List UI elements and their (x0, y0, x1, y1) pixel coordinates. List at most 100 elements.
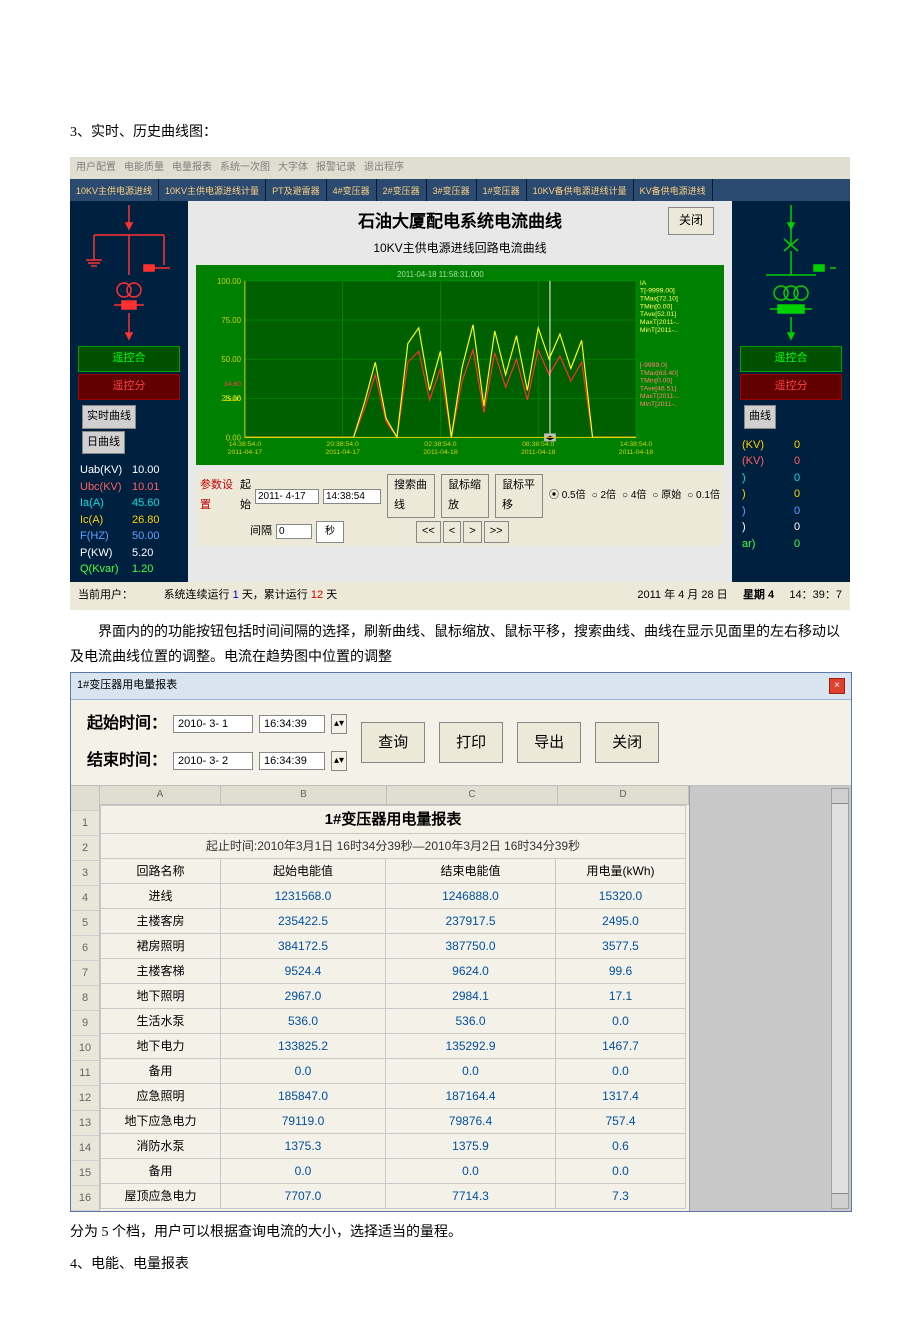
section-4-heading: 4、电能、电量报表 (70, 1252, 850, 1277)
menu-item[interactable]: 报警记录 (316, 162, 356, 173)
svg-text:2011-04-18 11:58:31.000: 2011-04-18 11:58:31.000 (397, 270, 484, 279)
svg-text:2011-04-18: 2011-04-18 (619, 449, 654, 456)
end-time-label: 结束时间： (87, 747, 167, 776)
start-time-field[interactable] (259, 715, 325, 733)
menu-item[interactable]: 系统一次图 (220, 162, 270, 173)
tab[interactable]: 2#变压器 (377, 179, 427, 201)
grid-col-headers: ABCD (100, 786, 689, 805)
tab[interactable]: 10KV主供电源进线计量 (159, 179, 266, 201)
svg-text:2011-04-18: 2011-04-18 (423, 449, 458, 456)
menu-item[interactable]: 电量报表 (172, 162, 212, 173)
report-grid: 12345678910111213141516 ABCD 1#变压器用电量报表起… (71, 785, 851, 1211)
interval-input[interactable] (276, 524, 312, 539)
scale-radio[interactable]: ○ 4倍 (622, 487, 646, 505)
curve-button-r[interactable]: 曲线 (744, 405, 776, 429)
end-date-field[interactable] (173, 752, 253, 770)
spinner-icon[interactable]: ▴▾ (331, 714, 347, 734)
curve-app-window: 用户配置电能质量电量报表系统一次图大字体报警记录退出程序 10KV主供电源进线1… (70, 157, 850, 609)
menu-item[interactable]: 电能质量 (124, 162, 164, 173)
report-window-title: 1#变压器用电量报表 (77, 676, 177, 696)
close-button-2[interactable]: 关闭 (595, 722, 659, 763)
svg-text:TAve[52.01]: TAve[52.01] (640, 311, 676, 318)
tab[interactable]: 4#变压器 (327, 179, 377, 201)
report-app-window: 1#变压器用电量报表 × 起始时间： ▴▾ 结束时间： ▴▾ 查询 打印 (70, 672, 852, 1212)
remote-close-button[interactable]: 遥控合 (78, 346, 180, 372)
svg-text:[-9999.0]: [-9999.0] (640, 362, 667, 369)
end-time-field[interactable] (259, 752, 325, 770)
app1-tabs[interactable]: 10KV主供电源进线10KV主供电源进线计量PT及避雷器4#变压器2#变压器3#… (70, 179, 850, 201)
export-button[interactable]: 导出 (517, 722, 581, 763)
nav-buttons[interactable]: <<<>>> (416, 521, 509, 543)
menu-item[interactable]: 大字体 (278, 162, 308, 173)
svg-text:MaxT[2011-..: MaxT[2011-.. (640, 394, 680, 401)
realtime-curve-button[interactable]: 实时曲线 (82, 405, 136, 429)
scale-radio[interactable]: ⦿ 0.5倍 (549, 487, 586, 505)
scale-radio[interactable]: ○ 0.1倍 (687, 487, 720, 505)
grid-blank-area (689, 786, 851, 1211)
nav-button[interactable]: >> (484, 521, 509, 543)
menu-item[interactable]: 用户配置 (76, 162, 116, 173)
start-label: 起始 (240, 476, 251, 516)
remote-open-button[interactable]: 遥控分 (78, 374, 180, 400)
svg-text:MaxT[2011-..: MaxT[2011-.. (640, 319, 680, 326)
scale-radio[interactable]: ○ 2倍 (592, 487, 616, 505)
query-button[interactable]: 查询 (361, 722, 425, 763)
start-time-input[interactable] (323, 489, 381, 504)
svg-text:TMax[63.40]: TMax[63.40] (640, 370, 678, 377)
app1-menubar[interactable]: 用户配置电能质量电量报表系统一次图大字体报警记录退出程序 (70, 157, 850, 179)
current-user-label: 当前用户： (78, 589, 133, 601)
print-button[interactable]: 打印 (439, 722, 503, 763)
spinner-icon[interactable]: ▴▾ (331, 751, 347, 771)
close-button[interactable]: 关闭 (668, 207, 714, 235)
interval-unit-select[interactable]: 秒 (316, 521, 344, 543)
svg-text:◀▶: ◀▶ (545, 436, 555, 442)
svg-text:08:38:54.0: 08:38:54.0 (522, 442, 554, 449)
nav-button[interactable]: > (463, 521, 481, 543)
param-set-label: 参数设置 (200, 476, 234, 516)
svg-text:MinT[2011-..: MinT[2011-.. (640, 401, 678, 408)
svg-text:IA: IA (640, 280, 647, 287)
start-date-field[interactable] (173, 715, 253, 733)
tab[interactable]: PT及避雷器 (266, 179, 327, 201)
section-3-heading: 3、实时、历史曲线图： (70, 120, 850, 145)
run-days-1: 1 (233, 589, 239, 601)
tab[interactable]: 3#变压器 (427, 179, 477, 201)
start-date-input[interactable] (255, 489, 319, 504)
mouse-pan-button[interactable]: 鼠标平移 (495, 474, 543, 518)
tab[interactable]: 10KV主供电源进线 (70, 179, 159, 201)
right-sidebar: 遥控合 遥控分 曲线 (KV)0(KV)0)0)0)0)0ar)0 (732, 201, 850, 582)
nav-button[interactable]: << (416, 521, 441, 543)
svg-text:2011-04-17: 2011-04-17 (325, 449, 360, 456)
remote-close-button-r[interactable]: 遥控合 (740, 346, 842, 372)
day-curve-button[interactable]: 日曲线 (82, 431, 125, 455)
menu-item[interactable]: 退出程序 (364, 162, 404, 173)
run-days-2: 12 (311, 589, 323, 601)
vertical-scrollbar[interactable] (831, 788, 849, 1209)
scale-radio-group[interactable]: ⦿ 0.5倍 ○ 2倍 ○ 4倍 ○ 原始 ○ 0.1倍 (549, 487, 720, 505)
nav-button[interactable]: < (443, 521, 461, 543)
tab[interactable]: 10KV备供电源进线计量 (527, 179, 634, 201)
search-curve-button[interactable]: 搜索曲线 (387, 474, 435, 518)
status-time: 14：39：7 (789, 589, 842, 601)
scroll-up-icon[interactable] (832, 789, 848, 804)
mouse-zoom-button[interactable]: 鼠标缩放 (441, 474, 489, 518)
line-chart[interactable]: 2011-04-18 11:58:31.0000.0025.0050.0075.… (196, 265, 724, 465)
svg-text:14:38:54.0: 14:38:54.0 (229, 442, 261, 449)
svg-text:TMax[72.10]: TMax[72.10] (640, 296, 678, 303)
svg-text:50.00: 50.00 (221, 355, 241, 364)
scale-radio[interactable]: ○ 原始 (652, 487, 681, 505)
status-week: 星期 4 (743, 589, 774, 601)
interval-label: 间隔 (250, 522, 272, 542)
svg-text:2011-04-18: 2011-04-18 (521, 449, 556, 456)
chart-subtitle: 10KV主供电源进线回路电流曲线 (358, 238, 562, 260)
circuit-diagram-right (736, 205, 846, 345)
row-numbers: 12345678910111213141516 (71, 786, 100, 1211)
remote-open-button-r[interactable]: 遥控分 (740, 374, 842, 400)
status-bar: 当前用户： 系统连续运行 1 天，累计运行 12 天 2011 年 4 月 28… (70, 582, 850, 610)
chart-toolbar: 参数设置 起始 搜索曲线 鼠标缩放 鼠标平移 ⦿ 0.5倍 ○ 2倍 ○ 4倍 ○ 原… (196, 471, 724, 521)
svg-text:MinT[2011-..: MinT[2011-.. (640, 327, 678, 334)
tab[interactable]: 1#变压器 (477, 179, 527, 201)
scroll-down-icon[interactable] (832, 1193, 848, 1208)
tab[interactable]: KV备供电源进线 (634, 179, 713, 201)
close-icon[interactable]: × (829, 678, 845, 694)
